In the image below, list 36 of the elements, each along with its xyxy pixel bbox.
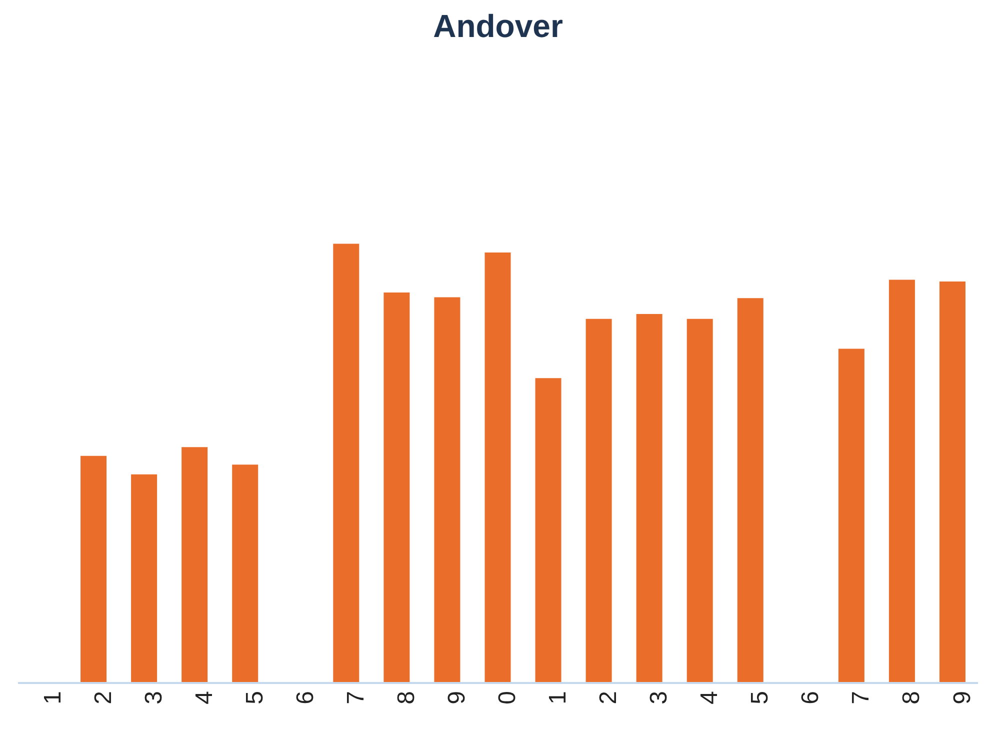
bar (838, 348, 864, 683)
bar (939, 281, 966, 683)
bar (888, 280, 915, 683)
x-tick-label: 0 (494, 691, 522, 704)
bar (636, 314, 662, 683)
x-tick-label: 6 (797, 691, 824, 704)
bar (80, 456, 107, 683)
x-tick-label: 1 (544, 691, 572, 704)
x-tick-label: 5 (746, 691, 774, 704)
bar (232, 464, 258, 683)
x-tick-label: 2 (90, 691, 117, 704)
x-tick-label: 4 (696, 691, 724, 704)
bar (384, 292, 410, 683)
chart-title: Andover (432, 8, 564, 46)
x-tick-label: 8 (898, 691, 926, 704)
x-tick-label: 9 (948, 691, 976, 704)
bar (484, 252, 511, 683)
bar (535, 378, 562, 683)
x-tick-label: 1 (39, 691, 66, 704)
x-tick-label: 2 (595, 691, 622, 704)
x-tick-label: 5 (241, 691, 268, 704)
x-tick-label: 9 (444, 691, 471, 704)
bar (131, 474, 158, 683)
x-tick-label: 6 (292, 691, 319, 704)
x-tick-label: 7 (848, 691, 875, 704)
bar (737, 298, 764, 683)
bar (586, 318, 612, 683)
bar (434, 297, 460, 683)
x-tick-label: 7 (342, 691, 370, 704)
x-tick-label: 8 (392, 691, 420, 704)
bar (333, 244, 360, 683)
x-tick-label: 3 (646, 691, 673, 704)
bar (686, 318, 713, 683)
x-tick-label: 4 (190, 691, 218, 704)
bar (182, 447, 208, 683)
x-tick-label: 3 (140, 691, 168, 704)
